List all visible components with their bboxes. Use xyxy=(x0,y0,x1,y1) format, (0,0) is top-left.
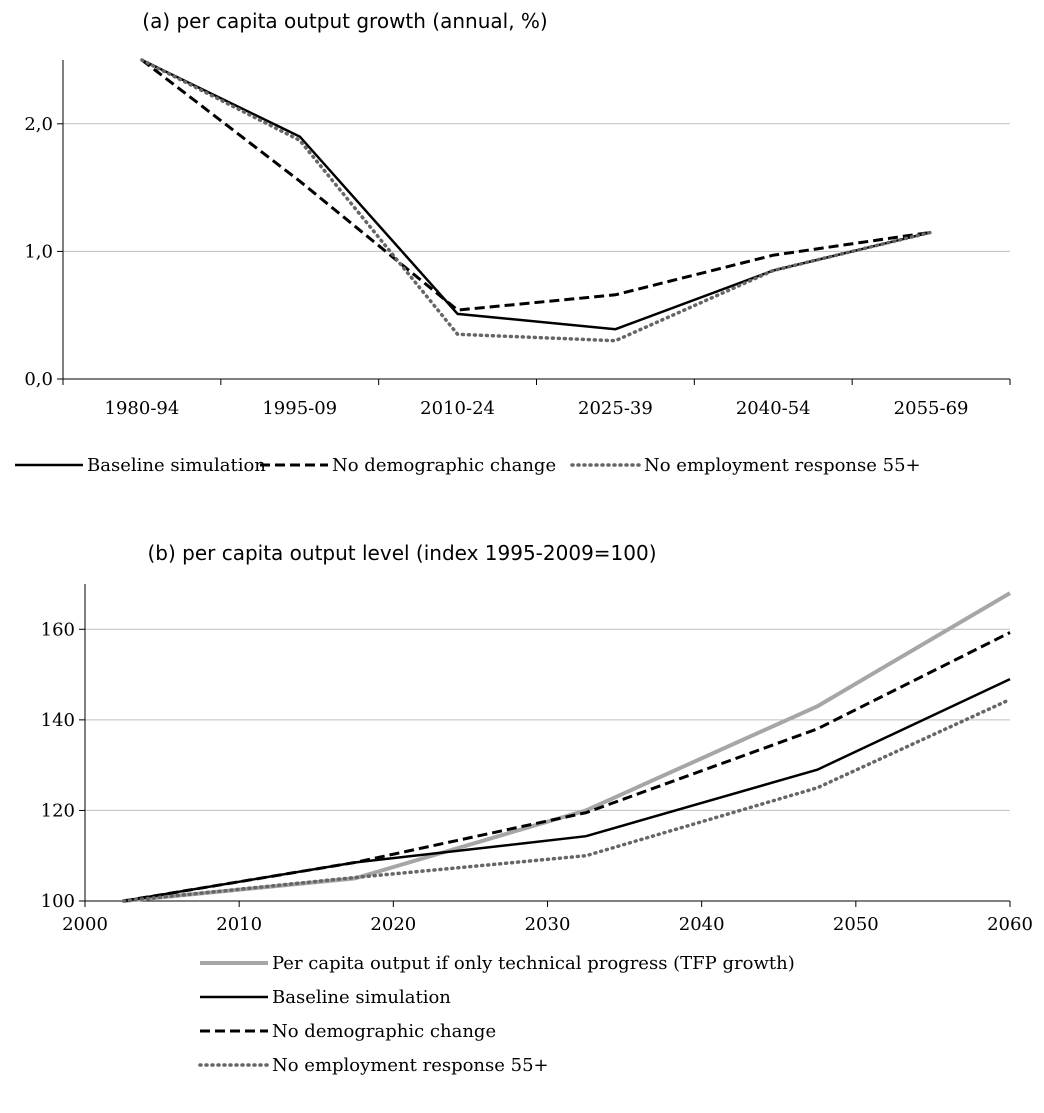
x-tick-label: 2060 xyxy=(987,914,1033,935)
legend-label-no-demographic-change: No demographic change xyxy=(332,455,556,476)
x-tick-label: 2000 xyxy=(62,914,108,935)
x-tick-label: 2040-54 xyxy=(736,398,811,419)
legend-label-no-employment-response-55: No employment response 55+ xyxy=(272,1055,549,1076)
growth-chart-legend: Baseline simulation No demographic change… xyxy=(15,455,921,476)
y-tick-label: 1,0 xyxy=(24,241,53,262)
x-tick-label: 1980-94 xyxy=(105,398,180,419)
series-line-no-employment-response-55 xyxy=(140,58,933,343)
x-tick-label: 2030 xyxy=(525,914,571,935)
y-tick-label: 2,0 xyxy=(24,114,53,135)
series-line-no-demographic-change xyxy=(140,58,932,312)
y-tick-label: 140 xyxy=(41,710,75,731)
legend-label-no-demographic-change: No demographic change xyxy=(272,1021,496,1042)
y-tick-label: 120 xyxy=(41,800,75,821)
series-line-baseline-simulation xyxy=(123,677,1011,903)
x-tick-label: 2010 xyxy=(216,914,262,935)
growth-chart-panel: (a) per capita output growth (annual, %)… xyxy=(15,9,1011,476)
x-tick-label: 2055-69 xyxy=(894,398,969,419)
y-tick-label: 160 xyxy=(41,619,75,640)
level-chart-title: (b) per capita output level (index 1995-… xyxy=(147,541,656,565)
level-chart-gridlines xyxy=(85,628,1010,811)
x-tick-label: 2050 xyxy=(833,914,879,935)
level-chart-legend: Per capita output if only technical prog… xyxy=(198,953,795,1076)
legend-label-no-employment-response-55: No employment response 55+ xyxy=(644,455,921,476)
x-tick-label: 2040 xyxy=(679,914,725,935)
level-chart-axes xyxy=(84,584,1010,902)
y-tick-label: 100 xyxy=(41,891,75,912)
series-line-no-demographic-change xyxy=(123,631,1011,903)
legend-label-baseline-simulation: Baseline simulation xyxy=(272,987,451,1008)
x-tick-label: 2020 xyxy=(370,914,416,935)
series-line-no-employment-response-55 xyxy=(121,697,1012,903)
x-tick-label: 1995-09 xyxy=(262,398,337,419)
growth-chart-x-ticks: 1980-94 1995-09 2010-24 2025-39 2040-54 2055-… xyxy=(62,379,1011,419)
level-chart-panel: (b) per capita output level (index 1995-… xyxy=(41,541,1033,1076)
series-line-baseline-simulation xyxy=(141,58,932,331)
level-chart-y-ticks: 100 120 140 160 xyxy=(41,619,85,912)
x-tick-label: 2010-24 xyxy=(420,398,495,419)
x-tick-label: 2025-39 xyxy=(578,398,653,419)
legend-label-baseline-simulation: Baseline simulation xyxy=(87,455,266,476)
level-chart-x-ticks: 2000 2010 2020 2030 2040 2050 2060 xyxy=(62,901,1033,935)
y-tick-label: 0,0 xyxy=(24,369,53,390)
growth-chart-gridlines xyxy=(63,123,1010,252)
series-line-per-capita-output-if-only-technical-progress-tfp-growth xyxy=(123,591,1012,903)
legend-label-per-capita-output-if-only-technical-progress-tfp-growth: Per capita output if only technical prog… xyxy=(272,953,795,974)
level-chart-series xyxy=(121,591,1012,903)
growth-chart-title: (a) per capita output growth (annual, %) xyxy=(142,9,547,33)
growth-chart-y-ticks: 0,0 1,0 2,0 xyxy=(24,114,63,390)
growth-chart-series xyxy=(140,58,933,343)
